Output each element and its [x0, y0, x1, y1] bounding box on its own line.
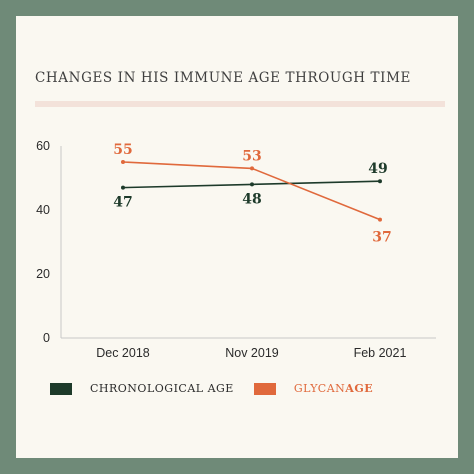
data-point [378, 217, 382, 222]
x-tick-label: Dec 2018 [96, 346, 150, 360]
data-point [250, 182, 254, 187]
line-chart: 0 20 40 60 Dec 2018 Nov 2019 Feb 2021 47 48 49 5… [36, 139, 436, 360]
title-divider [35, 101, 445, 107]
legend-label-glycanage: GLYCANAGE [294, 382, 373, 395]
data-point [378, 179, 382, 184]
y-axis-ticks: 0 20 40 60 [36, 139, 50, 345]
data-label: 53 [242, 148, 261, 164]
legend-label-age-part: AGE [345, 382, 374, 395]
y-tick-label: 60 [36, 139, 50, 153]
x-tick-label: Nov 2019 [225, 346, 279, 360]
legend-label-glycan-part: GLYCAN [293, 382, 346, 395]
data-label: 48 [242, 191, 261, 207]
y-tick-label: 40 [36, 203, 50, 217]
data-point [121, 185, 125, 190]
series-group [121, 160, 382, 222]
data-label: 47 [113, 195, 132, 211]
y-tick-label: 0 [43, 331, 50, 345]
data-label: 55 [113, 142, 132, 158]
legend-item-glycanage: GLYCANAGE [253, 382, 373, 395]
data-labels: 47 48 49 55 53 37 [113, 142, 391, 246]
y-tick-label: 20 [36, 267, 50, 281]
legend-item-chronological: CHRONOLOGICAL AGE [50, 382, 234, 395]
chart-title: CHANGES IN HIS IMMUNE AGE THROUGH TIME [35, 70, 411, 86]
legend: CHRONOLOGICAL AGE GLYCANAGE [50, 382, 373, 395]
chart-card: CHANGES IN HIS IMMUNE AGE THROUGH TIME 0… [16, 16, 458, 458]
x-tick-label: Feb 2021 [354, 346, 407, 360]
legend-swatch-glycanage [253, 382, 276, 395]
data-label: 49 [368, 161, 387, 177]
x-axis-ticks: Dec 2018 Nov 2019 Feb 2021 [96, 346, 406, 360]
data-point [250, 166, 254, 171]
data-point [121, 160, 125, 164]
legend-swatch-chronological [50, 382, 72, 395]
legend-label-chronological: CHRONOLOGICAL AGE [90, 382, 234, 395]
data-label: 37 [372, 230, 391, 246]
